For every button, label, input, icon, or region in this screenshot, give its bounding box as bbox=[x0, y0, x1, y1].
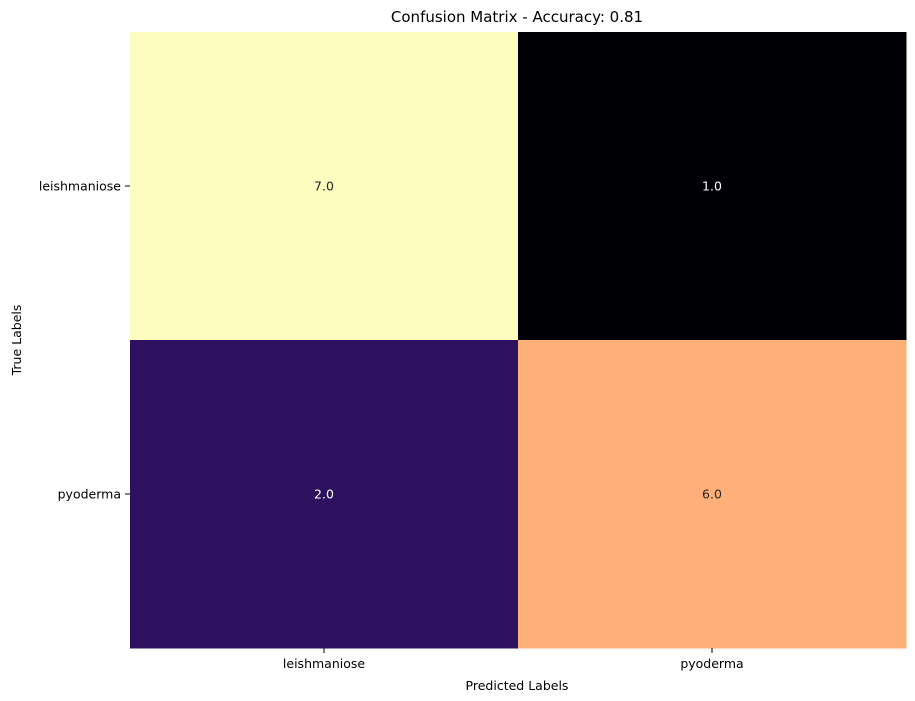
x-tick-label: leishmaniose bbox=[283, 656, 365, 671]
y-tick-label: leishmaniose bbox=[39, 179, 121, 194]
heatmap-cell bbox=[130, 340, 519, 649]
heatmap-cell bbox=[518, 32, 907, 341]
chart-title: Confusion Matrix - Accuracy: 0.81 bbox=[391, 8, 643, 26]
cell-value-label: 7.0 bbox=[314, 179, 334, 194]
y-axis-label: True Labels bbox=[9, 305, 24, 377]
axis-ticks: leishmaniose pyoderma leishmaniose pyoderma bbox=[39, 179, 744, 672]
x-axis-label: Predicted Labels bbox=[466, 678, 569, 693]
y-tick-label: pyoderma bbox=[58, 487, 121, 502]
heatmap-cells: 7.0 1.0 2.0 6.0 bbox=[130, 32, 907, 649]
heatmap-cell bbox=[518, 340, 907, 649]
cell-value-label: 2.0 bbox=[314, 487, 334, 502]
cell-value-label: 1.0 bbox=[702, 179, 722, 194]
cell-value-label: 6.0 bbox=[702, 487, 722, 502]
heatmap-cell bbox=[130, 32, 519, 341]
x-tick-label: pyoderma bbox=[680, 656, 743, 671]
